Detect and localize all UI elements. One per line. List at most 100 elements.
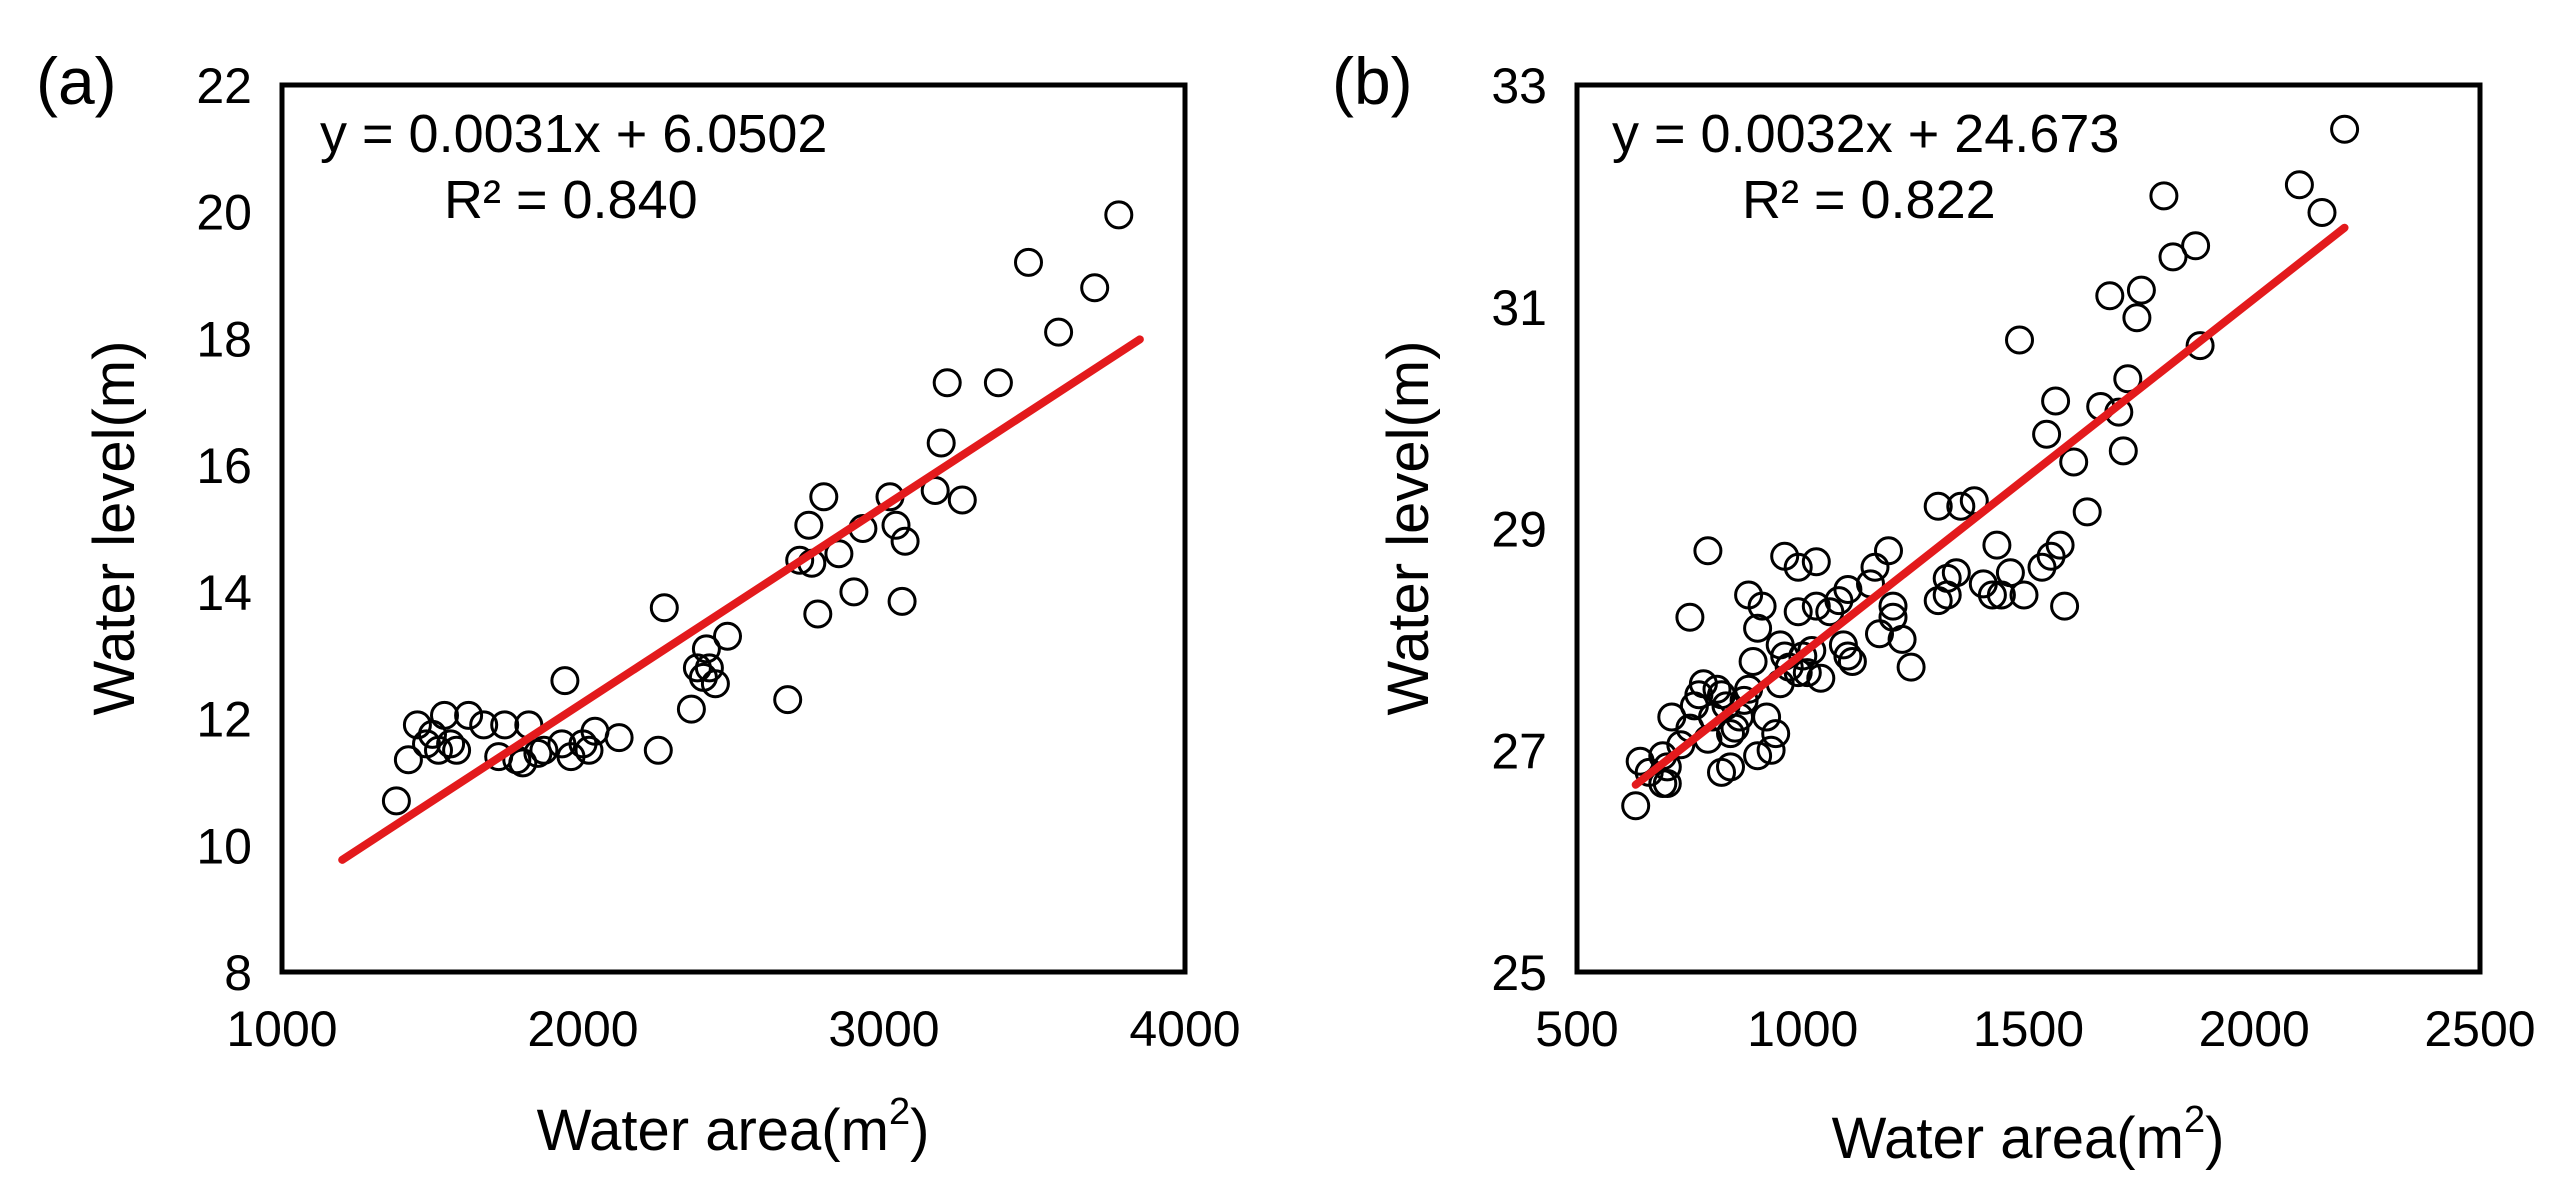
panel-a-data-point xyxy=(1014,247,1043,277)
panel-a-data-point xyxy=(436,729,466,759)
panel-a-data-point xyxy=(381,786,411,816)
panel-b-data-point xyxy=(1977,580,2007,610)
panel-a-data-point xyxy=(442,735,472,765)
panel-b-data-point xyxy=(2307,198,2337,227)
panel-a-data-point xyxy=(824,539,854,569)
panel-b-x-tick-label: 1500 xyxy=(1973,1001,2084,1057)
panel-a-data-point xyxy=(839,577,869,607)
panel-b-data-point xyxy=(1801,591,1831,621)
panel-b-trendline xyxy=(1631,223,2349,789)
panel-b-data-point xyxy=(1887,624,1917,654)
panel-a-data-point xyxy=(932,368,962,398)
panel-b-data-point xyxy=(1666,730,1696,760)
panel-b-data-point xyxy=(1675,602,1705,632)
panel-b-data-point xyxy=(1652,769,1682,798)
panel-b-label: (b) xyxy=(1332,44,1413,118)
panel-b-data-point xyxy=(1837,647,1867,676)
panel-b-y-axis-title: Water level(m) xyxy=(1376,341,1441,716)
panel-a-data-point xyxy=(947,485,977,515)
panel-a-data-point xyxy=(926,428,956,458)
panel-b-data-point xyxy=(2041,386,2071,416)
panel-b-y-tick-label: 29 xyxy=(1491,502,1547,558)
panel-a-x-tick-label: 2000 xyxy=(527,1001,638,1057)
panel-b-data-point xyxy=(2149,181,2179,211)
panel-b-data-point xyxy=(1874,536,1903,566)
panel-b-x-axis-title-sup: 2 xyxy=(2184,1099,2205,1141)
panel-b-data-point xyxy=(1833,641,1863,671)
panel-b-y-tick-label: 27 xyxy=(1491,723,1547,779)
panel-b-data-point xyxy=(1716,719,1745,749)
panel-b-data-point xyxy=(1621,791,1651,821)
panel-a-label: (a) xyxy=(36,44,117,118)
panel-b-y-tick-label: 33 xyxy=(1491,58,1547,114)
panel-b-data-point xyxy=(1783,597,1813,627)
panel-b-data-point xyxy=(1946,491,1976,521)
panel-b-data-point xyxy=(1743,741,1773,771)
panel-a-data-point xyxy=(393,745,423,775)
panel-a-data-point xyxy=(508,748,538,778)
panel-a-x-axis-title-end: ) xyxy=(910,1098,929,1163)
panel-b-data-point xyxy=(2330,114,2360,144)
panel-a-r-squared: R² = 0.840 xyxy=(444,170,698,230)
panel-a-data-point xyxy=(887,586,917,616)
panel-a-x-axis-title: Water area(m2) xyxy=(537,1091,930,1163)
panel-a-x-axis-title-sup: 2 xyxy=(889,1091,910,1133)
panel-b-y-tick-label: 25 xyxy=(1491,945,1547,1001)
panel-a-y-tick-label: 18 xyxy=(196,311,252,367)
panel-b-x-axis-title-main: Water area(m xyxy=(1832,1106,2184,1171)
panel-b-data-point xyxy=(2050,591,2080,621)
panel-b-data-point xyxy=(1743,613,1773,643)
panel-a-data-point xyxy=(604,723,634,753)
panel-a-data-point xyxy=(694,653,724,683)
panel-a-y-tick-label: 22 xyxy=(196,58,252,114)
panel-a-points xyxy=(381,200,1134,816)
panel-b-data-point xyxy=(1752,702,1782,732)
panel-a-data-point xyxy=(803,599,833,629)
panel-a-data-point xyxy=(700,669,730,699)
panel-b-data-point xyxy=(1747,591,1777,621)
panel-b-data-point xyxy=(2185,331,2215,361)
panel-a-data-point xyxy=(550,666,580,696)
panel-a-data-point xyxy=(649,593,679,623)
panel-b-data-point xyxy=(1738,647,1768,676)
panel-a-data-point xyxy=(809,482,839,512)
panel-a-y-tick-label: 10 xyxy=(196,818,252,874)
panel-b-data-point xyxy=(2005,325,2034,355)
panel-a-data-point xyxy=(676,694,706,724)
panel-a-data-point xyxy=(490,710,520,740)
panel-a-ticks: 1000 2000 3000 4000 8 10 12 14 16 18 20 22 xyxy=(196,58,1240,1057)
panel-b-data-point xyxy=(1833,575,1863,604)
panel-a-trendline xyxy=(338,335,1144,864)
panel-b-data-point xyxy=(1783,552,1813,582)
panel-b-data-point xyxy=(1761,719,1791,749)
panel-a-x-axis-title-main: Water area(m xyxy=(537,1098,889,1163)
panel-b-data-point xyxy=(1941,558,1971,588)
panel-b-data-point xyxy=(2126,275,2156,305)
panel-a-x-tick-label: 3000 xyxy=(828,1001,939,1057)
panel-a-data-point xyxy=(773,685,803,715)
panel-a-data-point xyxy=(529,735,559,765)
panel-b-points xyxy=(1621,114,2360,821)
panel-b-data-point xyxy=(1801,547,1831,577)
panel-b-data-point xyxy=(2045,530,2075,560)
panel-b-data-point xyxy=(1860,552,1890,582)
panel-a-data-point xyxy=(983,368,1013,398)
panel-b-x-axis-title: Water area(m2) xyxy=(1832,1099,2225,1171)
panel-a-data-point xyxy=(794,510,824,540)
panel-a: (a) 1000 2000 3000 4000 8 10 12 14 16 18 20 22 y = … xyxy=(36,44,1241,1163)
panel-a-data-point xyxy=(574,735,604,765)
panel-b-data-point xyxy=(2095,281,2125,311)
panel-b-ticks: 500 1000 1500 2000 2500 25 27 29 31 33 xyxy=(1491,58,2535,1057)
panel-b-data-point xyxy=(2032,419,2062,449)
panel-a-y-tick-label: 20 xyxy=(196,185,252,241)
panel-b-x-tick-label: 2000 xyxy=(2199,1001,2310,1057)
panel-b: (b) 500 1000 1500 2000 2500 25 27 29 31 33 y = 0.… xyxy=(1332,44,2536,1171)
panel-b-x-tick-label: 1000 xyxy=(1747,1001,1858,1057)
panel-b-data-point xyxy=(1792,658,1822,688)
panel-b-data-point xyxy=(2284,170,2314,200)
panel-b-data-point xyxy=(1693,536,1723,566)
panel-b-data-point xyxy=(2009,580,2039,610)
panel-b-data-point xyxy=(1797,636,1827,665)
panel-a-data-point xyxy=(402,710,432,740)
panel-b-data-point xyxy=(1716,752,1745,782)
